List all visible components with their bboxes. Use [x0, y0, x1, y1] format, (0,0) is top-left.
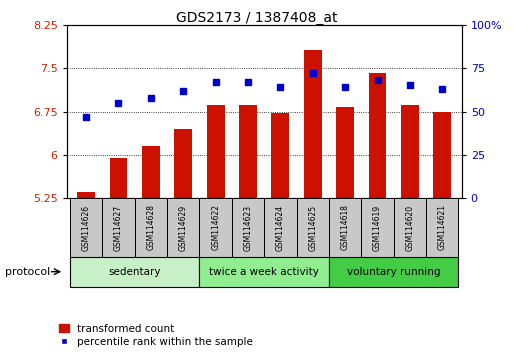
Bar	[70, 257, 200, 287]
Bar	[401, 104, 419, 198]
Bar	[167, 198, 200, 257]
Bar	[232, 198, 264, 257]
Text: twice a week activity: twice a week activity	[209, 267, 319, 277]
Bar	[329, 198, 361, 257]
Bar	[361, 198, 393, 257]
Bar	[369, 73, 386, 198]
Bar	[264, 198, 297, 257]
Text: GSM114624: GSM114624	[276, 204, 285, 251]
Text: GSM114625: GSM114625	[308, 204, 317, 251]
Bar	[77, 193, 95, 198]
Text: protocol: protocol	[5, 267, 50, 277]
Text: GSM114629: GSM114629	[179, 204, 188, 251]
Bar	[433, 112, 451, 198]
Text: GSM114622: GSM114622	[211, 205, 220, 250]
Bar	[207, 104, 225, 198]
Text: GSM114627: GSM114627	[114, 204, 123, 251]
Bar	[174, 129, 192, 198]
Bar	[336, 108, 354, 198]
Text: GSM114620: GSM114620	[405, 204, 415, 251]
Bar	[102, 198, 135, 257]
Text: sedentary: sedentary	[108, 267, 161, 277]
Bar	[271, 113, 289, 198]
Text: voluntary running: voluntary running	[347, 267, 441, 277]
Bar	[304, 50, 322, 198]
Bar	[110, 158, 127, 198]
Text: GSM114618: GSM114618	[341, 205, 350, 250]
Text: GSM114623: GSM114623	[244, 204, 252, 251]
Legend: transformed count, percentile rank within the sample: transformed count, percentile rank withi…	[56, 321, 255, 349]
Bar	[297, 198, 329, 257]
Bar	[200, 198, 232, 257]
Text: GDS2173 / 1387408_at: GDS2173 / 1387408_at	[176, 11, 337, 25]
Bar	[142, 146, 160, 198]
Bar	[393, 198, 426, 257]
Bar	[70, 198, 102, 257]
Bar	[239, 104, 257, 198]
Text: GSM114626: GSM114626	[82, 204, 91, 251]
Bar	[200, 257, 329, 287]
Text: GSM114628: GSM114628	[146, 205, 155, 250]
Text: GSM114621: GSM114621	[438, 205, 447, 250]
Bar	[329, 257, 459, 287]
Text: GSM114619: GSM114619	[373, 204, 382, 251]
Bar	[135, 198, 167, 257]
Bar	[426, 198, 459, 257]
